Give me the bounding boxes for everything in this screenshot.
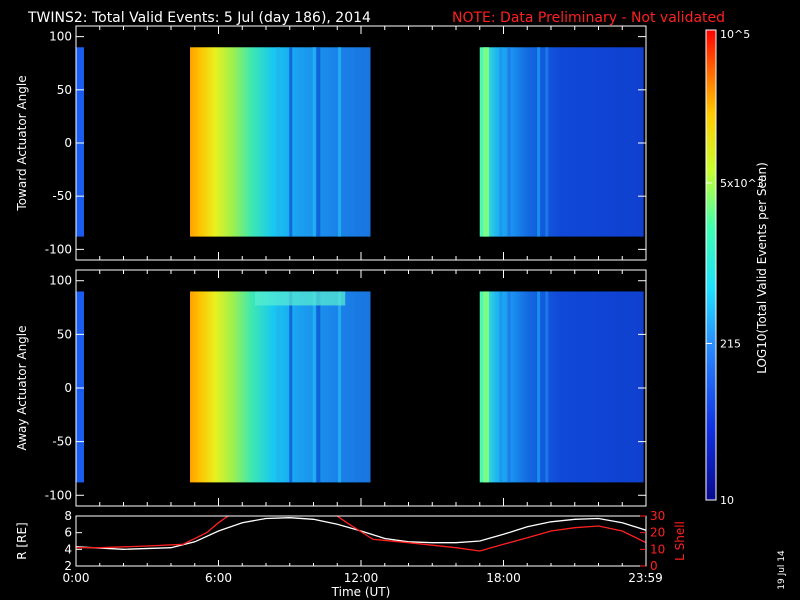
x-tick-label: 0:00 <box>63 571 90 585</box>
segment-streak <box>338 291 342 483</box>
segment-streak <box>289 47 293 237</box>
right-y-axis-label: L Shell <box>673 521 687 561</box>
segment-streak <box>316 291 321 483</box>
right-y-tick-label: 10 <box>650 542 665 556</box>
segment-streak <box>312 47 316 237</box>
x-tick-label: 6:00 <box>205 571 232 585</box>
left-y-tick-label: 6 <box>64 526 72 540</box>
y-tick-label: 50 <box>57 327 72 341</box>
left-y-tick-label: 2 <box>64 559 72 573</box>
segment-streak <box>316 47 321 237</box>
right-y-tick-label: 0 <box>650 559 658 573</box>
y-tick-label: -100 <box>45 488 72 502</box>
y-axis-label: Toward Actuator Angle <box>15 75 29 211</box>
orbit-frame <box>75 515 647 567</box>
segment-streak <box>545 291 549 483</box>
colorbar-tick-label: 215 <box>720 337 741 350</box>
x-tick-label: 12:00 <box>344 571 379 585</box>
orbit-panel: 8 6 4 2 30 20 10 0 0:00 6:00 12:00 18:00 23:59 Time (… <box>15 509 687 599</box>
right-y-tick-label: 30 <box>650 509 665 523</box>
colorbar: 10 215 5x10^3 10^5 <box>705 28 764 507</box>
segment-highlight <box>254 291 346 306</box>
r-series-line <box>76 517 646 550</box>
colorbar-scale <box>705 29 717 501</box>
colorbar-label: LOG10(Total Valid Events per Scan) <box>755 162 769 374</box>
segment-streak <box>537 291 541 483</box>
toward-angle-panel: 100 50 0 -50 -100 Toward Actuator Angle <box>15 25 647 261</box>
segment-streak <box>499 291 503 483</box>
preliminary-note: NOTE: Data Preliminary - Not validated <box>452 10 725 26</box>
chart-title: TWINS2: Total Valid Events: 5 Jul (day 1… <box>27 10 371 26</box>
segment-streak <box>537 47 541 237</box>
segment-streak <box>545 47 549 237</box>
y-tick-label: -50 <box>52 435 72 449</box>
y-tick-label: 100 <box>49 30 72 44</box>
right-y-tick-label: 20 <box>650 526 665 540</box>
y-tick-label: 50 <box>57 83 72 97</box>
segment-streak <box>276 47 280 237</box>
away-angle-panel: 100 50 0 -50 -100 Away Actuator Angle <box>15 269 647 507</box>
y-tick-label: 100 <box>49 274 72 288</box>
left-y-axis-label: R [RE] <box>15 522 29 559</box>
segment-streak <box>483 291 490 483</box>
y-tick-label: -100 <box>45 242 72 256</box>
lshell-series-line <box>76 516 646 552</box>
x-tick-label: 18:00 <box>486 571 521 585</box>
colorbar-tick-label: 5x10^3 <box>720 177 764 190</box>
y-tick-label: 0 <box>64 136 72 150</box>
segment-streak <box>507 291 511 483</box>
data-segment <box>479 47 644 237</box>
y-tick-label: -50 <box>52 189 72 203</box>
y-tick-label: 0 <box>64 381 72 395</box>
segment-streak <box>507 47 511 237</box>
data-segment <box>190 47 371 237</box>
left-y-tick-label: 8 <box>64 509 72 523</box>
segment-streak <box>289 291 293 483</box>
segment-streak <box>312 291 316 483</box>
segment-streak <box>483 47 490 237</box>
colorbar-tick-label: 10 <box>720 494 734 507</box>
segment-streak <box>276 291 280 483</box>
colorbar-tick-label: 10^5 <box>720 28 750 41</box>
data-segment <box>76 291 84 483</box>
left-y-tick-label: 4 <box>64 542 72 556</box>
segment-streak <box>338 47 342 237</box>
data-segment <box>479 291 644 483</box>
data-segment <box>190 291 371 483</box>
y-axis-label: Away Actuator Angle <box>15 325 29 450</box>
generation-date: 19 Jul 14 <box>777 550 787 590</box>
x-tick-label: 23:59 <box>628 571 663 585</box>
data-segment <box>76 47 84 237</box>
x-axis-label: Time (UT) <box>331 585 391 599</box>
segment-streak <box>499 47 503 237</box>
